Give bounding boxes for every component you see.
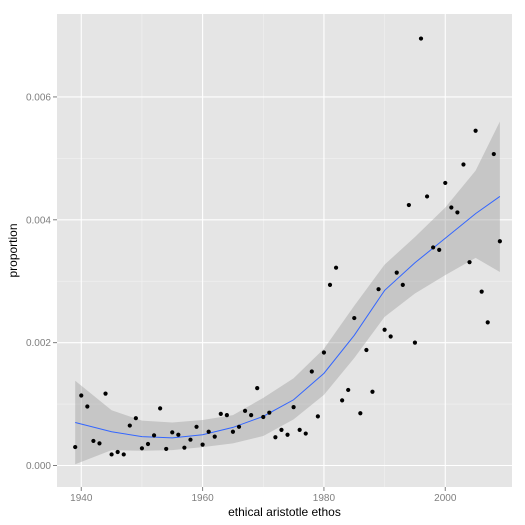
data-point xyxy=(230,429,236,434)
data-point xyxy=(103,391,108,396)
plot-panel xyxy=(57,14,512,487)
data-point xyxy=(364,347,369,353)
data-point xyxy=(388,334,393,339)
data-point xyxy=(242,408,248,413)
x-axis: 1940 1960 1980 2000 xyxy=(70,487,457,504)
data-point xyxy=(443,180,448,186)
x-tick-label: 1980 xyxy=(313,493,336,504)
data-point xyxy=(333,265,339,270)
data-point xyxy=(473,128,478,133)
data-point xyxy=(461,162,466,167)
data-point xyxy=(133,416,138,421)
data-point xyxy=(109,452,114,457)
data-point xyxy=(394,270,399,275)
data-point xyxy=(485,320,490,325)
data-point xyxy=(449,205,454,210)
smooth-line xyxy=(75,196,501,439)
y-tick-label: 0.000 xyxy=(26,461,51,472)
data-point xyxy=(224,413,229,418)
data-point xyxy=(176,432,181,437)
data-point xyxy=(370,389,375,394)
data-point xyxy=(406,202,411,208)
data-point xyxy=(412,340,418,345)
data-point xyxy=(285,432,290,437)
confidence-band xyxy=(75,121,500,465)
data-point xyxy=(115,449,120,455)
data-point xyxy=(91,438,96,444)
data-point xyxy=(170,430,175,435)
data-point xyxy=(200,442,205,447)
data-point xyxy=(400,282,405,287)
data-point xyxy=(249,413,254,418)
data-point xyxy=(455,210,460,215)
y-axis: 0.000 0.002 0.004 0.006 xyxy=(26,92,57,472)
data-point xyxy=(261,414,266,420)
x-tick-label: 2000 xyxy=(434,493,457,504)
data-point xyxy=(182,445,187,450)
y-tick-label: 0.006 xyxy=(26,92,51,103)
data-point xyxy=(291,405,296,410)
data-point xyxy=(267,410,272,415)
y-axis-title: proportion xyxy=(6,223,20,277)
data-point xyxy=(340,398,345,403)
data-point xyxy=(151,433,157,438)
data-point xyxy=(431,245,436,250)
data-point xyxy=(212,434,217,439)
data-point xyxy=(255,386,260,391)
data-point xyxy=(194,424,199,429)
data-point xyxy=(145,441,151,447)
data-point xyxy=(121,452,126,457)
x-tick-label: 1960 xyxy=(191,493,214,504)
data-point xyxy=(279,427,284,432)
data-point xyxy=(85,404,90,409)
data-point xyxy=(467,260,472,265)
major-grid xyxy=(57,14,512,487)
data-point xyxy=(273,435,278,440)
data-point xyxy=(188,437,193,442)
data-point xyxy=(218,411,223,416)
data-point xyxy=(382,327,387,332)
minor-grid xyxy=(57,14,512,487)
data-point xyxy=(491,151,496,157)
data-point xyxy=(97,441,102,446)
data-point xyxy=(497,239,502,244)
data-point xyxy=(303,431,308,436)
y-tick-label: 0.002 xyxy=(26,338,51,349)
data-point xyxy=(206,429,211,434)
x-tick-label: 1940 xyxy=(70,493,93,504)
data-point xyxy=(127,423,132,428)
data-point xyxy=(424,194,430,199)
data-point xyxy=(327,282,333,287)
x-axis-title: ethical aristotle ethos xyxy=(228,505,341,519)
data-point xyxy=(309,369,314,374)
data-point xyxy=(358,411,363,416)
data-point xyxy=(79,393,84,398)
data-point xyxy=(236,424,242,429)
data-point xyxy=(376,287,381,292)
data-point xyxy=(479,289,484,294)
data-point xyxy=(139,446,145,451)
y-tick-label: 0.004 xyxy=(26,215,51,226)
data-point xyxy=(437,247,442,252)
data-point xyxy=(321,350,327,355)
data-point xyxy=(315,414,320,419)
data-point xyxy=(297,427,302,432)
data-point xyxy=(164,446,169,452)
data-point xyxy=(158,406,163,411)
data-point xyxy=(418,36,424,41)
data-points xyxy=(73,36,502,457)
data-point xyxy=(346,387,351,393)
data-point xyxy=(73,444,78,450)
data-point xyxy=(352,315,357,321)
